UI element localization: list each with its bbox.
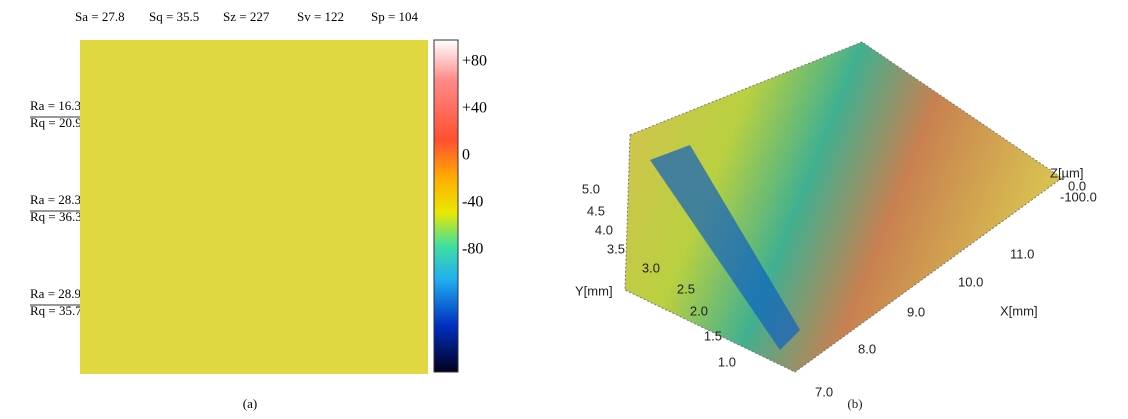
- y-tick-label: 1.0: [718, 354, 736, 369]
- ra-label: Ra = 28.9: [30, 286, 81, 301]
- y-tick-label: 3.5: [607, 241, 625, 256]
- colorbar-label: -80: [462, 241, 483, 258]
- surface-3d: [624, 41, 1063, 373]
- colorbar-label: +40: [462, 100, 487, 117]
- y-tick-label: 5.0: [582, 181, 600, 196]
- valley: [650, 145, 800, 350]
- stat: Sq = 35.5: [149, 9, 199, 24]
- z-axis-label: Z[µm]: [1050, 165, 1083, 180]
- heatmap: [80, 40, 428, 374]
- y-tick-label: 3.0: [642, 260, 660, 275]
- z-tick-label: -100.0: [1060, 189, 1097, 204]
- caption: (b): [847, 396, 862, 411]
- y-tick-label: 1.5: [704, 328, 722, 343]
- x-axis-label: X[mm]: [1000, 303, 1038, 318]
- colorbar: [433, 39, 459, 373]
- ra-label: Ra = 16.3: [30, 98, 81, 113]
- x-tick-label: 8.0: [858, 341, 876, 356]
- x-tick-label: 11.0: [1010, 246, 1034, 261]
- stat: Sv = 122: [297, 9, 344, 24]
- rq-label: Rq = 35.7: [30, 303, 82, 318]
- colorbar-label: 0: [462, 147, 470, 164]
- x-tick-label: 7.0: [815, 384, 833, 399]
- y-tick-label: 2.5: [677, 281, 695, 296]
- rq-label: Rq = 36.3: [30, 209, 82, 224]
- stat: Sa = 27.8: [75, 9, 125, 24]
- rq-label: Rq = 20.9: [30, 115, 82, 130]
- stat: Sp = 104: [371, 9, 419, 24]
- panel-b: 5.0 4.5 4.0 3.5 3.0 2.5 2.0 1.5 1.0 Y[mm] 7.0 8.0 9.…: [575, 165, 1097, 411]
- colorbar-label: +80: [462, 53, 487, 70]
- x-tick-label: 10.0: [958, 274, 983, 289]
- ra-label: Ra = 28.3: [30, 192, 81, 207]
- y-tick-label: 4.0: [595, 222, 613, 237]
- y-tick-label: 2.0: [690, 303, 708, 318]
- z-tick-label: 0.0: [1068, 178, 1086, 193]
- y-tick-label: 4.5: [587, 203, 605, 218]
- colorbar-label: -40: [462, 194, 483, 211]
- y-axis-label: Y[mm]: [575, 283, 613, 298]
- stat: Sz = 227: [223, 9, 270, 24]
- caption: (a): [243, 396, 257, 411]
- x-tick-label: 9.0: [907, 304, 925, 319]
